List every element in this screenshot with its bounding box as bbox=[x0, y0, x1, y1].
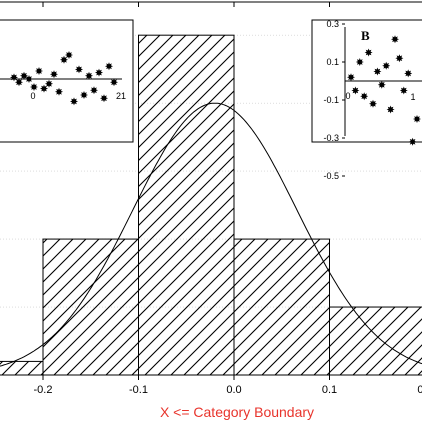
normal-curve bbox=[0, 102, 422, 367]
inset-a-point bbox=[60, 55, 68, 64]
x-axis-label: X <= Category Boundary bbox=[160, 404, 314, 420]
inset-a-point bbox=[100, 94, 108, 103]
inset-b-point bbox=[395, 54, 404, 63]
inset-b-point bbox=[413, 115, 421, 123]
inset-b-point bbox=[404, 69, 413, 78]
inset-a-point bbox=[90, 86, 98, 95]
histogram-bar-4 bbox=[329, 306, 422, 376]
x-tick-labels: -0.2 -0.1 0.0 0.1 0.2 bbox=[34, 384, 422, 396]
inset-a-x-tick: 0 bbox=[30, 91, 35, 101]
histogram-bar-3 bbox=[233, 238, 330, 376]
inset-a-point bbox=[70, 97, 78, 106]
inset-b-x-tick: 0 bbox=[345, 91, 350, 101]
inset-a-point bbox=[50, 70, 58, 79]
inset-b-point bbox=[369, 99, 377, 108]
inset-b-point bbox=[347, 73, 355, 82]
inset-b-y-tick-label: 0.3 bbox=[326, 19, 339, 29]
inset-b-point bbox=[408, 137, 417, 146]
inset-b-point bbox=[373, 67, 382, 76]
inset-b-point bbox=[382, 61, 391, 70]
inset-b-label: B bbox=[361, 28, 370, 43]
inset-a-point bbox=[110, 78, 118, 87]
histogram-bar-1 bbox=[42, 238, 139, 376]
x-tick-label: -0.1 bbox=[129, 384, 148, 396]
inset-b-y-tick-label: -0.3 bbox=[323, 133, 339, 143]
inset-a-point bbox=[65, 51, 73, 59]
inset-b-x-tick: 1 bbox=[410, 92, 415, 102]
axes bbox=[0, 1, 422, 380]
inset-a-point bbox=[20, 71, 28, 80]
inset-a-point bbox=[80, 91, 88, 99]
inset-a-point bbox=[15, 78, 23, 87]
inset-b-point bbox=[355, 58, 364, 66]
inset-b-point bbox=[377, 80, 386, 89]
x-tick-label: -0.2 bbox=[34, 384, 53, 396]
inset-a-point bbox=[40, 84, 48, 93]
inset-a-x-tick: 21 bbox=[116, 91, 126, 101]
inset-a-point bbox=[75, 65, 83, 74]
inset-b-y-tick-label: -0.5 bbox=[323, 171, 339, 181]
inset-b-point bbox=[386, 105, 395, 114]
inset-a-frame bbox=[0, 19, 134, 143]
inset-a-point bbox=[95, 68, 103, 77]
inset-b-point bbox=[360, 92, 369, 101]
inset-a-point bbox=[35, 67, 43, 75]
inset-b-point bbox=[391, 35, 399, 44]
inset-b-y-tick-label: -0.1 bbox=[323, 95, 339, 105]
inset-a-point bbox=[85, 71, 93, 80]
x-tick-label: 0.2 bbox=[417, 384, 422, 396]
histogram-bar-0 bbox=[0, 360, 44, 376]
inset-b-point bbox=[351, 86, 360, 95]
inset-scatter-a: 0 21 bbox=[0, 19, 134, 143]
inset-a-point bbox=[10, 73, 18, 82]
x-tick-label: 0.0 bbox=[226, 384, 241, 396]
inset-a-point bbox=[25, 75, 33, 83]
inset-b-point bbox=[364, 48, 373, 57]
inset-a-point bbox=[30, 83, 38, 91]
inset-a-point bbox=[55, 87, 63, 96]
inset-b-y-tick-label: 0.1 bbox=[326, 57, 339, 67]
inset-a-point bbox=[105, 62, 113, 71]
histogram-bar-2 bbox=[138, 34, 235, 376]
x-tick-label: 0.1 bbox=[322, 384, 337, 396]
inset-b-point bbox=[399, 86, 408, 95]
inset-a-point bbox=[45, 79, 53, 88]
